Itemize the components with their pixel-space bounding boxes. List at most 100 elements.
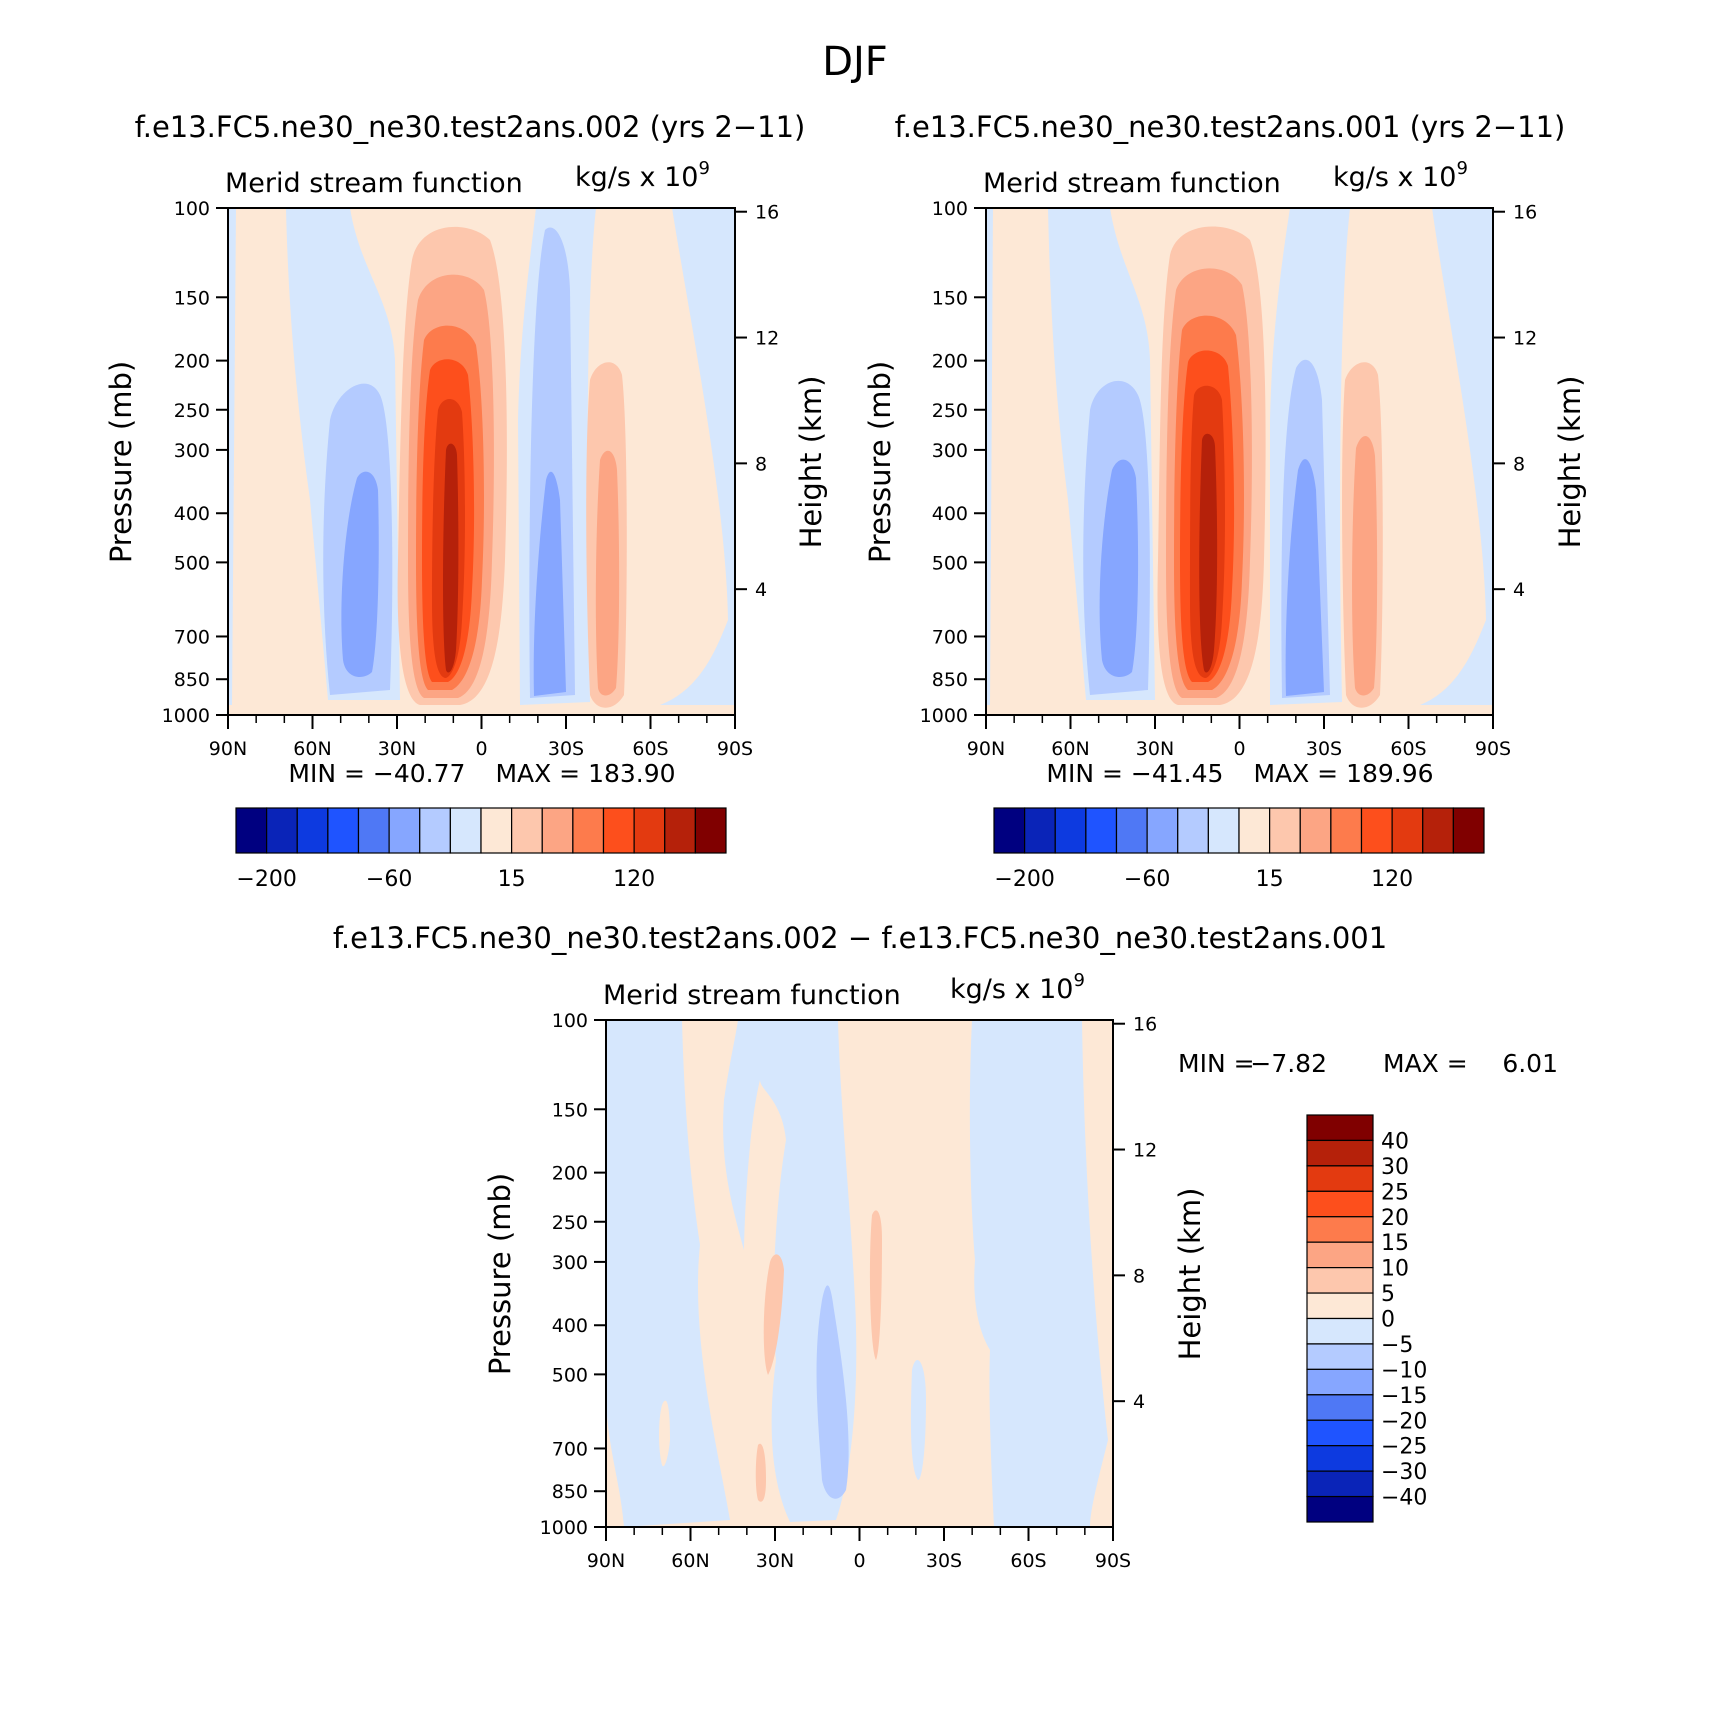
- y-tick-label: 150: [552, 1099, 588, 1121]
- colorbar-swatch: [694, 807, 727, 854]
- colorbar-swatch: [1330, 807, 1363, 854]
- panel-1-minmax: MIN = −40.77 MAX = 183.90: [288, 759, 675, 788]
- y2-tick-label: 12: [755, 328, 779, 350]
- y2-tick-label: 12: [1513, 328, 1537, 350]
- y-tick-label: 1000: [540, 1517, 588, 1539]
- panel-2-x-axis: 90N 60N 30N 0 30S 60S 90S: [967, 715, 1511, 760]
- colorbar-label: −30: [1381, 1460, 1427, 1485]
- colorbar-swatch: [1269, 807, 1301, 854]
- colorbar-swatch: [1238, 807, 1271, 854]
- y-tick-label: 250: [174, 400, 210, 422]
- y2-tick-label: 4: [1133, 1391, 1145, 1413]
- panel-1-units: kg/s x 109: [575, 158, 710, 193]
- panel-3-min-value: −7.82: [1250, 1049, 1327, 1078]
- panel-2-ylabel: Pressure (mb): [863, 361, 897, 563]
- panel-2-contour-pos-6: [1199, 433, 1218, 673]
- panel-1-contour-neg-3b: [533, 471, 566, 696]
- y-tick-label: 850: [932, 669, 968, 691]
- panel-2-contour-neg-3b: [1285, 459, 1324, 696]
- y-tick-label: 400: [932, 503, 968, 525]
- colorbar-swatch: [511, 807, 543, 854]
- colorbar-swatch: [1306, 1470, 1374, 1498]
- x-tick-label: 60S: [1390, 738, 1426, 760]
- y2-tick-label: 8: [1513, 453, 1525, 475]
- colorbar-swatch: [1422, 807, 1454, 854]
- colorbar-label: −200: [994, 867, 1054, 892]
- colorbar-swatch: [449, 807, 482, 854]
- x-tick-label: 60N: [671, 1550, 709, 1572]
- panel-3-units-exp: 9: [1073, 970, 1084, 991]
- y-tick-label: 1000: [162, 705, 210, 727]
- colorbar-swatch: [1306, 1343, 1374, 1370]
- colorbar-label: 120: [1371, 867, 1413, 892]
- panel-1-y-axis: 100 150 200 250 300 400 500 700 850 1000: [162, 198, 228, 727]
- panel-2-min: MIN = −41.45: [1046, 759, 1223, 788]
- panel-1-ylabel: Pressure (mb): [104, 361, 138, 563]
- colorbar-swatch: [1306, 1114, 1374, 1142]
- colorbar-swatch: [1306, 1317, 1374, 1345]
- panel-3-units-text: kg/s x 10: [950, 974, 1073, 1005]
- colorbar-swatch: [1085, 807, 1118, 854]
- panel-3: f.e13.FC5.ne30_ne30.test2ans.002 − f.e13…: [333, 921, 1558, 1572]
- colorbar-swatch: [327, 807, 360, 854]
- panel-1-y2-axis: 16 12 8 4: [735, 202, 779, 601]
- y-tick-label: 150: [174, 287, 210, 309]
- panel-2-y-axis: 100 150 200 250 300 400 500 700 850 1000: [920, 198, 986, 727]
- panel-1-title: f.e13.FC5.ne30_ne30.test2ans.002 (yrs 2−…: [135, 110, 806, 144]
- colorbar-swatch: [1306, 1165, 1374, 1192]
- panel-2-contour-neg-3: [1099, 459, 1139, 677]
- colorbar-swatch: [1391, 807, 1424, 854]
- panel-1-plot-area: [227, 207, 736, 716]
- colorbar-swatch: [1306, 1292, 1374, 1320]
- panel-3-units: kg/s x 109: [950, 970, 1085, 1005]
- y2-tick-label: 16: [1133, 1014, 1157, 1036]
- x-tick-label: 60N: [1051, 738, 1089, 760]
- y-tick-label: 200: [932, 351, 968, 373]
- colorbar-label: −60: [366, 867, 412, 892]
- colorbar-swatch: [296, 807, 329, 854]
- panel-1-min: MIN = −40.77: [288, 759, 465, 788]
- y-tick-label: 300: [932, 440, 968, 462]
- y2-tick-label: 4: [1513, 579, 1525, 601]
- colorbar-label: 40: [1381, 1129, 1409, 1154]
- panel-1-contour-neg-3: [341, 471, 379, 677]
- panel-1-contour-neg-1c: [660, 208, 735, 705]
- colorbar-swatch: [1207, 807, 1240, 854]
- panel-1-contour-neg-1d: [228, 208, 236, 705]
- colorbar-swatch: [1306, 1216, 1374, 1243]
- colorbar-label: 25: [1381, 1180, 1409, 1205]
- panel-2-minmax: MIN = −41.45 MAX = 189.96: [1046, 759, 1433, 788]
- panel-3-contour-pos-3: [755, 1443, 766, 1502]
- x-tick-label: 30S: [926, 1550, 962, 1572]
- colorbar-swatch: [602, 807, 635, 854]
- colorbar-label: −10: [1381, 1358, 1427, 1383]
- y2-tick-label: 16: [755, 202, 779, 224]
- colorbar-swatch: [1306, 1394, 1374, 1421]
- colorbar-swatch: [1306, 1419, 1374, 1447]
- panel-3-contour-pos-2: [869, 1210, 882, 1360]
- y-tick-label: 850: [174, 669, 210, 691]
- colorbar-label: −40: [1381, 1486, 1427, 1511]
- panel-1-colorbar: −200 −60 15 120: [235, 807, 727, 892]
- panel-3-contour-pos-4: [659, 1400, 670, 1467]
- colorbar-swatch: [1299, 807, 1332, 854]
- colorbar-swatch: [388, 807, 421, 854]
- colorbar-swatch: [1115, 807, 1148, 854]
- panel-1-contour-pos-2b: [595, 450, 620, 696]
- colorbar-swatch: [572, 807, 605, 854]
- panel-2-title: f.e13.FC5.ne30_ne30.test2ans.001 (yrs 2−…: [895, 110, 1566, 144]
- colorbar-label: 15: [498, 867, 526, 892]
- panel-2-max: MAX = 189.96: [1253, 759, 1433, 788]
- colorbar-swatch: [1306, 1368, 1374, 1396]
- y2-tick-label: 8: [1133, 1265, 1145, 1287]
- colorbar-label: −5: [1381, 1333, 1413, 1358]
- colorbar-label: 120: [613, 867, 655, 892]
- colorbar-swatch: [1146, 807, 1179, 854]
- y2-tick-label: 4: [755, 579, 767, 601]
- y2-tick-label: 8: [755, 453, 767, 475]
- panel-2-y2-axis: 16 12 8 4: [1493, 202, 1537, 601]
- x-tick-label: 90S: [1095, 1550, 1131, 1572]
- y-tick-label: 700: [932, 626, 968, 648]
